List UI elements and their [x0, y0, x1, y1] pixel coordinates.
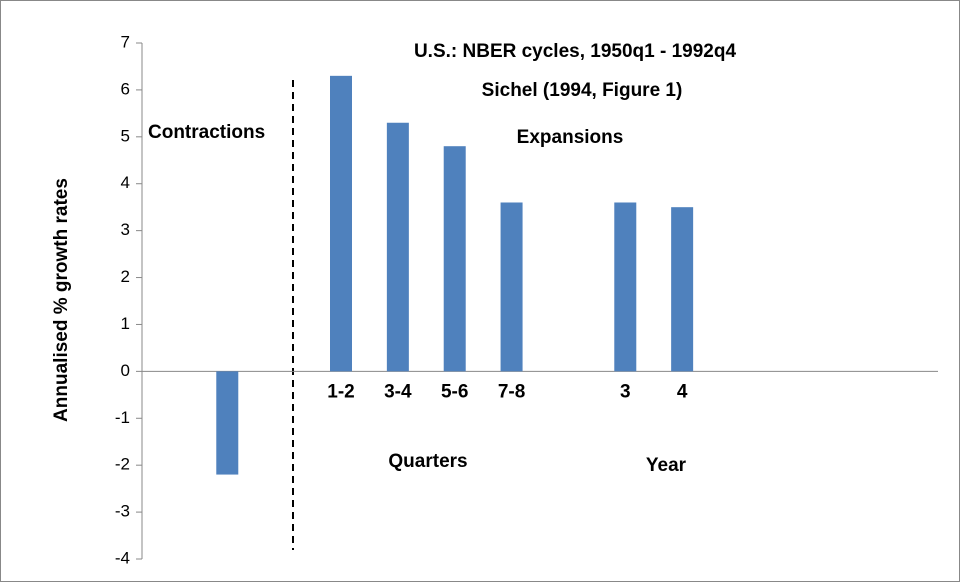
x-tick-label: 3-4 — [384, 381, 412, 402]
x-tick-label: 7-8 — [498, 381, 525, 402]
bar — [500, 202, 523, 372]
y-tick-label: -2 — [115, 455, 130, 474]
y-tick-label: -3 — [115, 502, 130, 521]
y-tick-label: 5 — [121, 126, 130, 145]
bar — [671, 207, 694, 372]
x-tick-label: 1-2 — [327, 381, 354, 402]
y-tick-label: 1 — [121, 314, 130, 333]
y-tick-label: -4 — [115, 548, 130, 567]
bar — [330, 75, 352, 372]
annotation: Expansions — [517, 127, 624, 148]
y-tick-label: 7 — [121, 32, 130, 51]
x-tick-label: 4 — [677, 381, 688, 402]
y-axis-label: Annualised % growth rates — [51, 178, 72, 422]
y-tick-label: 3 — [121, 220, 130, 239]
y-tick-label: 6 — [121, 79, 130, 98]
y-tick-label: 4 — [121, 173, 130, 192]
annotation: Contractions — [148, 122, 265, 143]
chart-title: U.S.: NBER cycles, 1950q1 - 1992q4 — [414, 41, 737, 62]
y-tick-label: -1 — [115, 408, 130, 427]
bar — [216, 371, 239, 475]
chart-subtitle: Sichel (1994, Figure 1) — [482, 80, 683, 101]
y-tick-label: 0 — [121, 361, 130, 380]
x-tick-label: 3 — [620, 381, 631, 402]
x-tick-label: 5-6 — [441, 381, 468, 402]
y-tick-label: 2 — [121, 267, 130, 286]
annotation: Year — [646, 455, 687, 476]
bar — [614, 202, 637, 372]
bar — [386, 122, 409, 372]
bar — [443, 146, 466, 372]
annotation: Quarters — [388, 451, 467, 472]
